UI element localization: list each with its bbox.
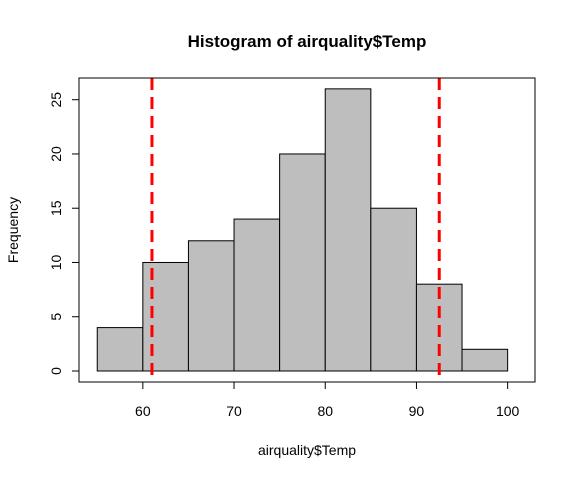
bars-group bbox=[96, 88, 509, 372]
histogram-bar bbox=[96, 327, 144, 372]
histogram-bar bbox=[142, 261, 189, 372]
histogram-bar bbox=[324, 88, 372, 372]
histogram-bar bbox=[461, 348, 509, 372]
x-tick-label: 70 bbox=[226, 403, 242, 419]
y-tick-label: 10 bbox=[48, 254, 64, 270]
histogram-bar bbox=[233, 218, 281, 372]
x-tick-label: 100 bbox=[496, 403, 520, 419]
chart-title: Histogram of airquality$Temp bbox=[188, 32, 427, 51]
y-tick-label: 20 bbox=[48, 146, 64, 162]
histogram-bar bbox=[279, 153, 326, 372]
x-axis: 60 70 80 90 100 bbox=[135, 381, 520, 419]
y-tick-label: 0 bbox=[48, 367, 64, 375]
x-tick-label: 80 bbox=[317, 403, 333, 419]
y-tick-label: 15 bbox=[48, 200, 64, 216]
histogram-bar bbox=[370, 207, 417, 372]
y-axis: 0 5 10 15 20 25 bbox=[48, 92, 80, 375]
x-tick-label: 60 bbox=[135, 403, 151, 419]
y-tick-label: 25 bbox=[48, 92, 64, 108]
reference-lines-group bbox=[150, 78, 441, 382]
histogram-bar bbox=[187, 240, 235, 372]
x-axis-label: airquality$Temp bbox=[258, 442, 356, 458]
y-axis-label: Frequency bbox=[5, 197, 21, 263]
x-tick-label: 90 bbox=[409, 403, 425, 419]
y-tick-label: 5 bbox=[48, 313, 64, 321]
